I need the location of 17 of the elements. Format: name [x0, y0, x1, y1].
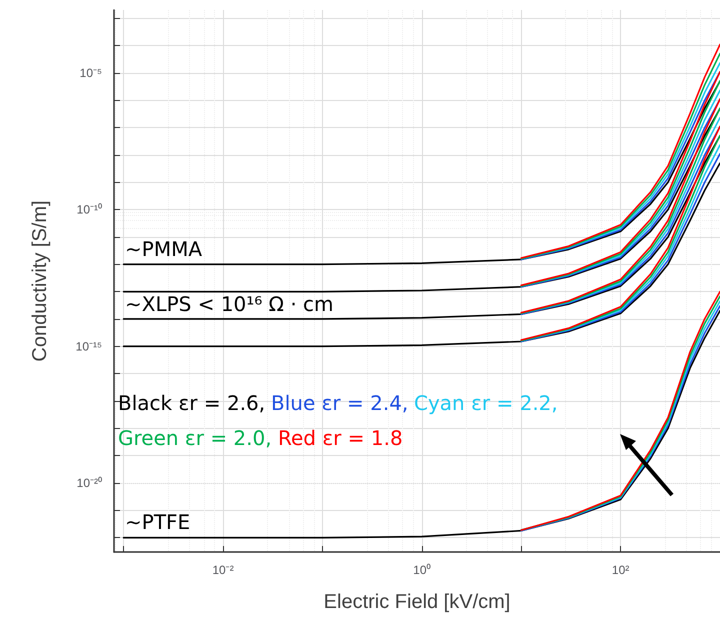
- annotation: ~PTFE: [125, 510, 190, 534]
- annotation: Blue εr = 2.4,: [271, 391, 408, 415]
- annotation: Cyan εr = 2.2,: [414, 391, 558, 415]
- y-tick-label: 10⁻¹⁵: [76, 339, 102, 354]
- x-axis-title: Electric Field [kV/cm]: [324, 591, 510, 613]
- y-tick-label: 10⁻¹⁰: [76, 202, 102, 217]
- annotation: Red εr = 1.8: [278, 426, 403, 450]
- annotation: Black εr = 2.6,: [118, 391, 266, 415]
- x-tick-label: 10²: [612, 563, 630, 577]
- x-tick-label: 10⁻²: [212, 563, 234, 577]
- x-tick-label: 10⁰: [413, 563, 430, 577]
- annotation: ~XLPS < 10¹⁶ Ω · cm: [125, 292, 334, 316]
- y-tick-label: 10⁻⁵: [80, 66, 102, 80]
- annotation: Green εr = 2.0,: [118, 426, 272, 450]
- annotation: ~PMMA: [125, 237, 202, 261]
- y-axis-title: Conductivity [S/m]: [29, 200, 51, 362]
- y-tick-label: 10⁻²⁰: [76, 476, 102, 490]
